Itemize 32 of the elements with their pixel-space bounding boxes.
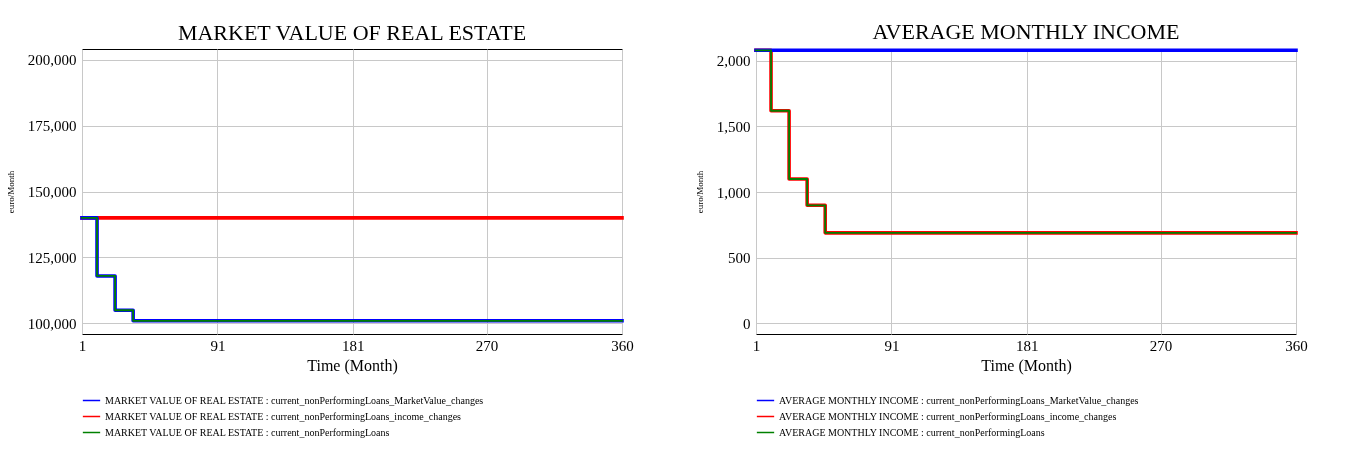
y-tick-label: 500 (728, 250, 751, 267)
chart-title: AVERAGE MONTHLY INCOME (872, 18, 1180, 44)
y-tick-label: 1,500 (716, 118, 751, 135)
legend-label: AVERAGE MONTHLY INCOME : current_nonPerformingLoans (779, 426, 1045, 438)
legend-label: MARKET VALUE OF REAL ESTATE : current_nonPerformingLoans_income_changes (105, 410, 462, 422)
legend-label: MARKET VALUE OF REAL ESTATE : current_nonPerformingLoans_MarketValue_changes (105, 394, 484, 406)
x-axis-title: Time (Month) (307, 356, 398, 375)
x-tick-label: 181 (1016, 337, 1039, 354)
y-tick-label: 175,000 (27, 118, 77, 135)
x-tick-label: 270 (475, 337, 499, 354)
x-tick-label: 270 (1149, 337, 1173, 354)
legend-label: AVERAGE MONTHLY INCOME : current_nonPerformingLoans_income_changes (779, 410, 1117, 422)
y-tick-label: 125,000 (27, 249, 77, 266)
x-tick-label: 1 (78, 337, 87, 354)
x-tick-label: 1 (752, 337, 761, 354)
x-tick-label: 181 (342, 337, 365, 354)
chart-title: MARKET VALUE OF REAL ESTATE (177, 20, 527, 45)
x-tick-label: 91 (210, 337, 226, 354)
y-tick-label: 200,000 (27, 52, 77, 69)
legend-label: AVERAGE MONTHLY INCOME : current_nonPerformingLoans_MarketValue_changes (779, 394, 1139, 406)
y-tick-label: 0 (743, 315, 751, 332)
y-tick-label: 150,000 (27, 184, 77, 200)
x-tick-label: 91 (884, 337, 900, 354)
legend-label: MARKET VALUE OF REAL ESTATE : current_nonPerformingLoans (105, 426, 390, 438)
x-axis-title: Time (Month) (981, 356, 1072, 375)
x-tick-label: 360 (611, 337, 634, 354)
y-tick-label: 1,000 (716, 184, 751, 201)
x-tick-label: 360 (1285, 337, 1308, 354)
y-axis-title: euro/Month (694, 170, 705, 214)
y-tick-label: 100,000 (27, 315, 77, 332)
y-axis-title: euro/Month (5, 170, 16, 214)
y-tick-label: 2,000 (716, 53, 751, 70)
